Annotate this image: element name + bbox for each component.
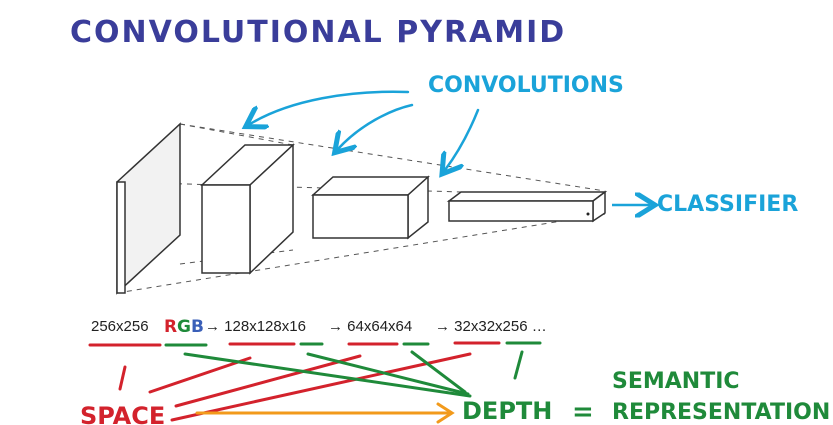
- arrow-to-block-2: [338, 103, 414, 149]
- dim-64: → 64x64x64: [328, 318, 412, 335]
- classifier-label: CLASSIFIER: [657, 192, 798, 217]
- diagram-title: CONVOLUTIONAL PYRAMID: [70, 15, 566, 50]
- depth-connectors: [183, 350, 524, 398]
- dim-128: → 128x128x16: [205, 318, 306, 335]
- convolution-arrows: [250, 90, 480, 170]
- depth-label: DEPTH: [462, 397, 552, 425]
- semantic-label: SEMANTIC: [612, 369, 740, 394]
- rgb-r: R: [164, 317, 177, 337]
- rgb-b: B: [191, 317, 204, 337]
- rgb-g: G: [177, 317, 191, 337]
- equals-sign: =: [572, 397, 594, 425]
- space-underlines: [88, 341, 501, 347]
- dim-32: → 32x32x256 …: [435, 318, 547, 335]
- space-connectors: [118, 352, 472, 422]
- convolutions-label: CONVOLUTIONS: [428, 73, 624, 98]
- input-layer: [116, 122, 181, 295]
- space-to-depth-arrow: [195, 402, 455, 424]
- conv-block-1: [200, 143, 295, 275]
- space-label: SPACE: [80, 402, 165, 425]
- conv-block-2: [311, 175, 430, 240]
- representation-label: REPRESENTATION: [612, 400, 830, 425]
- conv-block-3: [446, 190, 608, 223]
- arrow-to-block-3: [445, 108, 480, 170]
- arrow-to-block-1: [250, 90, 410, 124]
- dim-input: 256x256: [91, 318, 149, 335]
- depth-underlines: [164, 341, 542, 347]
